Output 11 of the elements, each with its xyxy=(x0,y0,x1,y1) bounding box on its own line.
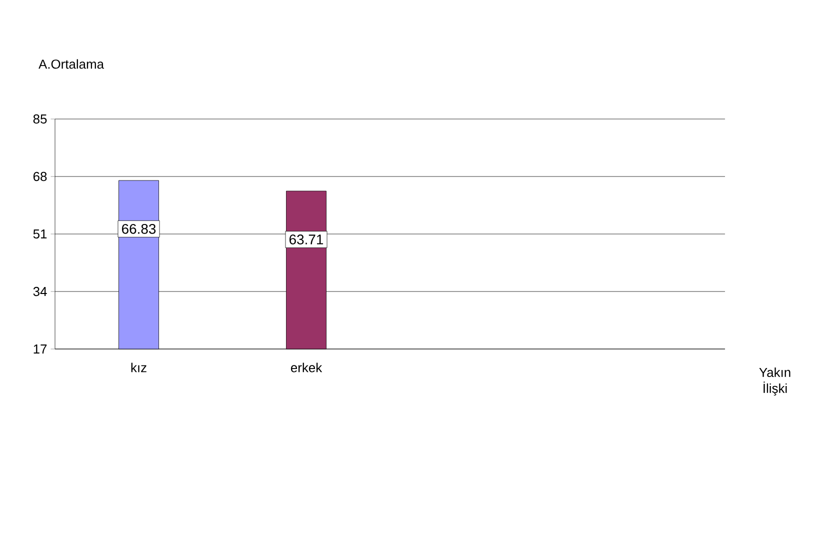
y-tick-label: 34 xyxy=(33,286,47,296)
data-label: 66.83 xyxy=(122,224,156,234)
x-tick-label: kız xyxy=(131,362,146,372)
y-axis-title: A.Ortalama xyxy=(38,59,104,69)
x-tick-label: erkek xyxy=(290,362,322,372)
y-tick-label: 68 xyxy=(33,172,47,182)
y-tick-label: 85 xyxy=(33,114,47,124)
y-tick-label: 17 xyxy=(34,344,47,354)
data-label: 63.71 xyxy=(290,234,324,244)
y-tick-label: 51 xyxy=(33,229,47,239)
text: Yakın İlişki xyxy=(759,368,790,396)
